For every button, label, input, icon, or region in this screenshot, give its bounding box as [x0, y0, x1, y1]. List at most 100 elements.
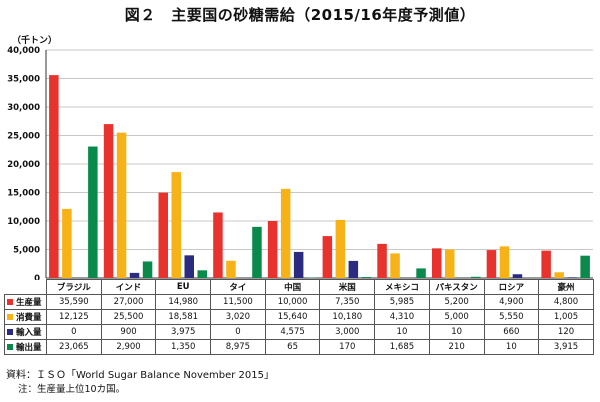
bar-production [541, 250, 551, 278]
table-cell: 4,800 [538, 294, 594, 310]
category-label: 米国 [319, 279, 376, 295]
legend-entry: 輸入量 [4, 324, 47, 340]
y-tick-label: 0 [34, 274, 40, 280]
category-label: インド [100, 279, 157, 295]
table-cell: 660 [483, 324, 540, 340]
table-cell: 65 [264, 339, 321, 355]
table-cell: 1,005 [538, 309, 594, 325]
table-cell: 2,900 [100, 339, 157, 355]
bar-export [471, 276, 481, 278]
bar-import [348, 260, 359, 278]
bar-export [361, 277, 372, 278]
table-cell: 0 [46, 324, 102, 340]
table-cell: 3,915 [538, 339, 594, 355]
bar-export [580, 255, 590, 278]
legend-swatch [7, 314, 13, 320]
table-cell: 18,581 [155, 309, 212, 325]
bar-production [322, 236, 333, 278]
table-cell: 12,125 [46, 309, 102, 325]
bar-export [197, 270, 207, 278]
bar-production [267, 221, 278, 278]
table-cell: 10,180 [319, 309, 376, 325]
legend-label: 輸出量 [16, 343, 42, 353]
table-cell: 210 [428, 339, 485, 355]
bar-consumption [390, 253, 400, 278]
y-tick-label: 35,000 [7, 75, 40, 85]
table-cell: 4,310 [374, 309, 430, 325]
source-note: 資料：ＩＳＯ「World Sugar Balance November 2015… [6, 370, 274, 381]
table-cell: 1,350 [155, 339, 212, 355]
table-cell: 0 [210, 324, 266, 340]
y-tick-label: 20,000 [7, 160, 40, 170]
table-cell: 1,685 [374, 339, 430, 355]
y-tick-label: 15,000 [7, 189, 40, 199]
bar-import [293, 251, 304, 278]
y-axis-unit-label: （千トン） [12, 36, 58, 46]
table-cell: 23,065 [46, 339, 102, 355]
table-cell: 10 [483, 339, 540, 355]
table-cell: 5,000 [428, 309, 485, 325]
bar-consumption [171, 172, 181, 278]
data-table: ブラジル インド EU タイ 中国 米国 メキシコ パキスタン ロシア 豪州 生産量 35,590 27… [4, 279, 594, 355]
table-cell: 5,550 [483, 309, 540, 325]
legend-label: 生産量 [16, 298, 42, 308]
legend-label: 輸入量 [16, 328, 42, 338]
bar-consumption [226, 260, 236, 278]
legend-entry: 輸出量 [4, 339, 47, 355]
bar-chart: 0 5,000 10,000 15,000 20,000 25,000 30,000 35,0… [7, 46, 593, 280]
footnote: 注：生産量上位10カ国。 [18, 384, 126, 395]
bar-export [142, 261, 153, 278]
y-tick-label: 5,000 [13, 246, 40, 256]
bar-production [377, 243, 387, 278]
bar-consumption [554, 272, 564, 278]
legend-entry: 消費量 [4, 309, 47, 325]
bar-production [103, 124, 114, 278]
table-cell: 3,975 [155, 324, 212, 340]
legend-swatch [7, 329, 13, 335]
y-tick-label: 40,000 [7, 46, 40, 56]
bar-production [213, 212, 223, 278]
bar-consumption [116, 132, 127, 278]
category-label: タイ [210, 279, 266, 295]
table-cell: 15,640 [264, 309, 321, 325]
bar-consumption [335, 219, 346, 278]
table-cell: 14,980 [155, 294, 212, 310]
bar-production [486, 250, 497, 278]
y-tick-label: 25,000 [7, 132, 40, 142]
table-cell: 8,975 [210, 339, 266, 355]
table-cell: 10 [428, 324, 485, 340]
table-cell: 170 [319, 339, 376, 355]
bar-import [184, 255, 194, 278]
bar-consumption [62, 208, 72, 278]
table-cell: 25,500 [100, 309, 157, 325]
category-label: ロシア [483, 279, 540, 295]
table-cell: 35,590 [46, 294, 102, 310]
table-cell: 4,900 [483, 294, 540, 310]
table-cell: 3,000 [319, 324, 376, 340]
table-cell: 3,020 [210, 309, 266, 325]
table-cell: 5,985 [374, 294, 430, 310]
bar-production [432, 248, 442, 278]
bar-production [49, 75, 59, 279]
category-label: メキシコ [374, 279, 430, 295]
bar-production [158, 192, 168, 278]
table-cell: 120 [538, 324, 594, 340]
legend-entry: 生産量 [4, 294, 47, 310]
bar-consumption [445, 249, 455, 278]
category-label: EU [155, 279, 212, 295]
table-cell: 7,350 [319, 294, 376, 310]
bar-import [512, 274, 523, 278]
legend-label: 消費量 [16, 313, 42, 323]
y-tick-label: 10,000 [7, 217, 40, 227]
category-label: ブラジル [46, 279, 102, 295]
bar-consumption [280, 188, 291, 278]
legend-swatch [7, 344, 13, 350]
table-cell: 10 [374, 324, 430, 340]
category-label: 中国 [264, 279, 321, 295]
y-tick-label: 30,000 [7, 103, 40, 113]
bar-import [129, 272, 140, 278]
table-cell: 27,000 [100, 294, 157, 310]
table-cell: 5,200 [428, 294, 485, 310]
legend-swatch [7, 299, 13, 305]
bar-import [567, 277, 577, 278]
